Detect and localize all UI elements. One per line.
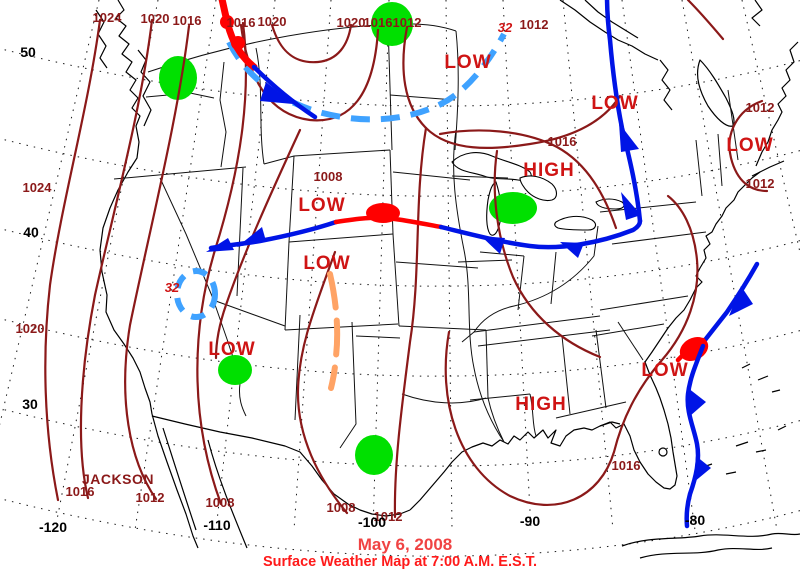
pressure-center-labels-text: LOW [298, 195, 345, 216]
pressure-labels-text: 1024 [23, 180, 53, 195]
longitude-labels-text: -120 [39, 519, 67, 535]
pressure-center-labels-text: HIGH [515, 394, 567, 415]
pressure-center-labels: LOW LOW LOW HIGH LOW LOW LOW HIGH LOW [208, 52, 773, 415]
pressure-labels-text: 1008 [327, 500, 356, 515]
pressure-labels-text: 1012 [136, 490, 165, 505]
pressure-labels-text: 1016 [612, 458, 641, 473]
station-labels-text: JACKSON [82, 471, 154, 487]
precip-area-texas [355, 435, 393, 475]
isobar-layer [44, 0, 769, 519]
pressure-labels-text: 1024 [93, 10, 123, 25]
pressure-labels-text: 1008 [314, 169, 343, 184]
pressure-labels-text: 1016 [548, 134, 577, 149]
isotherm-labels-text: 32 [498, 20, 513, 35]
precip-area-michigan [489, 192, 537, 224]
pressure-labels-text: 1008 [206, 495, 235, 510]
cold-front-quebec [604, 0, 643, 224]
precip-area-washington [159, 56, 197, 100]
pressure-labels-text: 1012 [746, 176, 775, 191]
precipitation-layer [159, 2, 537, 475]
pressure-labels-text: 1016 [173, 13, 202, 28]
station-labels: JACKSON [82, 471, 154, 487]
latitude-labels-text: 40 [23, 224, 39, 240]
coastline-layer [95, 0, 800, 559]
map-date: May 6, 2008 [358, 535, 453, 554]
pressure-labels-text: 1020 [141, 11, 170, 26]
trough-layer [327, 271, 341, 391]
pressure-labels-text: 1016 [364, 15, 393, 30]
cold-front-northwest [251, 64, 318, 120]
pressure-center-labels-text: LOW [726, 135, 773, 156]
isotherm-32-circle [174, 268, 218, 320]
pressure-center-labels-text: LOW [444, 52, 491, 73]
front-layer [206, 0, 760, 529]
pressure-labels-text: 1012 [520, 17, 549, 32]
pressure-labels-text: 1012 [393, 15, 422, 30]
great-lakes [451, 152, 625, 236]
pressure-center-labels-text: LOW [208, 339, 255, 360]
isotherm-labels-text: 32 [165, 280, 180, 295]
warm-front-northwest [218, 0, 258, 71]
latitude-labels-text: 50 [20, 44, 36, 60]
longitude-labels-text: -80 [685, 512, 705, 528]
precip-area-montana [371, 2, 413, 46]
trough-line [327, 271, 341, 391]
isotherm-labels: 32 32 [165, 20, 513, 295]
pressure-center-labels-text: LOW [303, 253, 350, 274]
pressure-center-labels-text: LOW [641, 360, 688, 381]
cold-front-atlantic [702, 261, 760, 343]
pressure-labels-text: 1012 [374, 509, 403, 524]
pressure-labels-text: 1012 [746, 100, 775, 115]
isotherm-32-arc [226, 32, 507, 123]
cold-front-plains [438, 218, 643, 250]
longitude-labels: -120 -110 -100 -90 -80 [39, 512, 705, 535]
map-title: Surface Weather Map at 7:00 A.M. E.S.T. [263, 554, 537, 570]
pressure-labels-text: 1020 [258, 14, 287, 29]
pressure-labels-text: 1016 [227, 15, 256, 30]
latitude-labels-text: 30 [22, 396, 38, 412]
pressure-labels-text: 1020 [337, 15, 366, 30]
pressure-labels-text: 1020 [16, 321, 45, 336]
pressure-center-labels-text: LOW [591, 93, 638, 114]
pressure-labels-text: 1016 [66, 484, 95, 499]
latitude-labels: 50 40 30 [20, 44, 39, 412]
longitude-labels-text: -90 [520, 513, 540, 529]
longitude-labels-text: -100 [358, 514, 386, 530]
pressure-center-labels-text: HIGH [523, 160, 575, 181]
graticule-layer [0, 0, 800, 557]
state-borders [113, 23, 739, 449]
cold-front-florida [684, 343, 706, 529]
isotherm-layer [174, 32, 507, 320]
precip-area-new-mexico [218, 355, 252, 385]
longitude-labels-text: -110 [203, 517, 230, 533]
